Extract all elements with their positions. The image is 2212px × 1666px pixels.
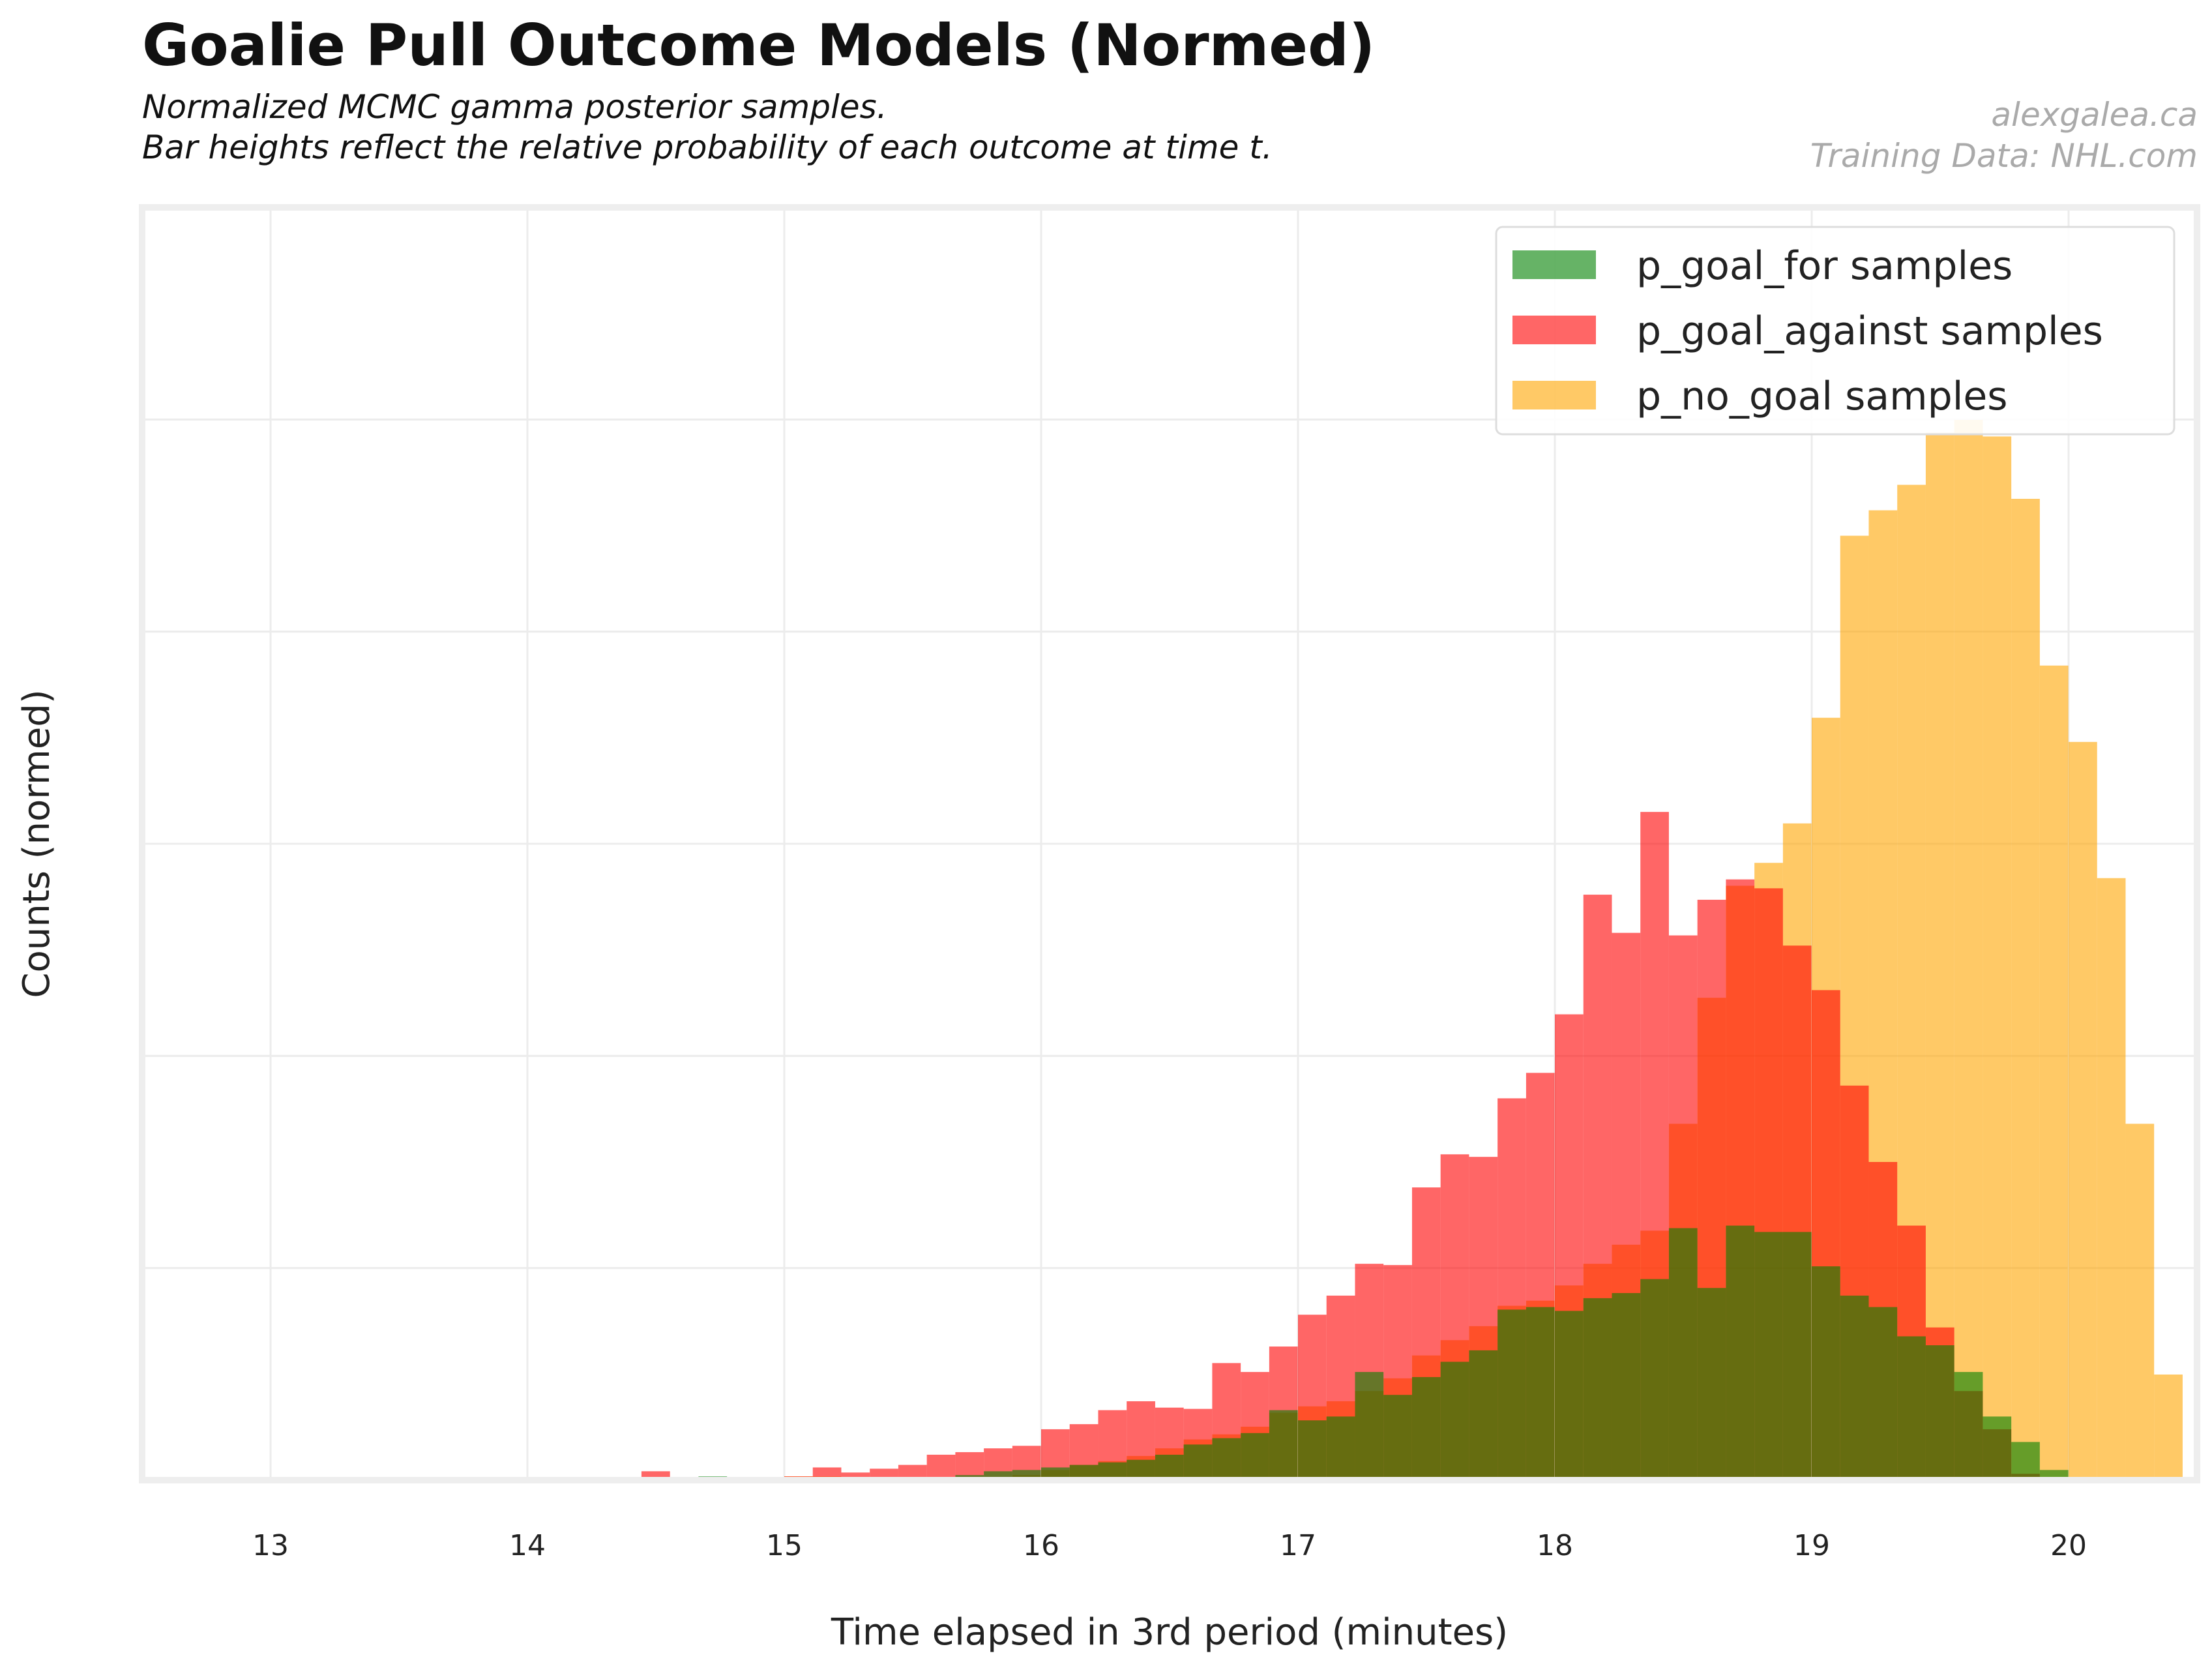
histogram-bar (1812, 1266, 1840, 1480)
histogram-bar (1954, 419, 1983, 1480)
histogram-bar (1497, 1309, 1526, 1480)
histogram-bar (1269, 1410, 1298, 1480)
histogram-bar (1754, 1232, 1783, 1480)
histogram-bar (1183, 1444, 1213, 1480)
histogram-bar (1212, 1438, 1241, 1480)
histogram-bar (898, 1465, 927, 1480)
histogram-bar (1697, 1288, 1726, 1480)
x-tick-label-16: 16 (1023, 1529, 1059, 1562)
y-axis-label: Counts (normed) (16, 689, 58, 998)
x-tick-label-14: 14 (509, 1529, 546, 1562)
histogram-bar (2039, 665, 2069, 1480)
histogram-bar (1954, 1372, 1983, 1480)
legend: p_goal_for samples p_goal_against samples… (1495, 226, 2175, 436)
histogram-bar (2097, 878, 2126, 1480)
histogram-bar (1668, 1228, 1698, 1480)
histogram-bar (2011, 1442, 2040, 1480)
legend-label: p_no_goal samples (1636, 374, 2008, 419)
histogram-bar (1383, 1395, 1412, 1480)
histogram-bar (2011, 499, 2040, 1480)
histogram-bar (841, 1472, 870, 1480)
legend-swatch (1512, 316, 1596, 344)
histogram-bar (1983, 1416, 2012, 1480)
histogram-bar (1526, 1307, 1555, 1480)
legend-swatch (1512, 250, 1596, 279)
histogram-bar (1069, 1465, 1099, 1480)
histogram-bar (1440, 1361, 1469, 1480)
legend-swatch (1512, 381, 1596, 409)
histogram-bar (1241, 1433, 1269, 1480)
histogram-bar (1925, 432, 1954, 1480)
histogram-bar (1326, 1416, 1355, 1480)
histogram-bars (470, 419, 2183, 1481)
x-tick-label-15: 15 (766, 1529, 803, 1562)
x-tick-labels: 13 14 15 16 17 18 19 20 (252, 1529, 2087, 1562)
histogram-bar (1868, 1307, 1898, 1480)
legend-box (1495, 226, 2175, 436)
x-tick-label-19: 19 (1793, 1529, 1830, 1562)
histogram-bar (1469, 1350, 1498, 1480)
histogram-bar (1612, 1293, 1641, 1480)
histogram-bar (1983, 436, 2012, 1480)
x-tick-label-20: 20 (2050, 1529, 2087, 1562)
histogram-bar (2069, 741, 2097, 1480)
credit-data-source: Training Data: NHL.com (1810, 137, 2198, 175)
histogram-bar (1555, 1311, 1584, 1480)
x-tick-label-18: 18 (1537, 1529, 1573, 1562)
plot-frame (139, 204, 2200, 1483)
chart-subtitle-line-1: Normalized MCMC gamma posterior samples. (142, 88, 887, 126)
histogram-bar (2125, 1123, 2155, 1480)
x-tick-label-13: 13 (252, 1529, 289, 1562)
legend-label: p_goal_against samples (1636, 308, 2103, 354)
histogram-bar (1298, 1420, 1327, 1480)
histogram-bar (1583, 1298, 1612, 1480)
histogram-bar (1840, 1295, 1869, 1480)
series-p-goal-for-samples (470, 1225, 2069, 1480)
histogram-bar (1726, 1225, 1755, 1480)
x-axis-label: Time elapsed in 3rd period (minutes) (831, 1611, 1508, 1654)
histogram-bar (1640, 1279, 1669, 1480)
histogram-bar (1782, 1232, 1812, 1480)
histogram-bar (1155, 1454, 1184, 1480)
chart-subtitle-line-2: Bar heights reflect the relative probabi… (142, 128, 1273, 166)
histogram-bar (2154, 1374, 2183, 1480)
histogram-bar (1355, 1372, 1384, 1480)
histogram-bar (1411, 1376, 1441, 1480)
histogram-bar (926, 1454, 956, 1480)
histogram-bar (1127, 1459, 1155, 1480)
credit-site: alexgalea.ca (1991, 96, 2198, 134)
legend-label: p_goal_for samples (1636, 243, 2013, 289)
chart-title: Goalie Pull Outcome Models (Normed) (142, 12, 1376, 79)
histogram-bar (1925, 1345, 1954, 1480)
histogram-bar (1897, 1336, 1926, 1480)
x-tick-label-17: 17 (1280, 1529, 1316, 1562)
